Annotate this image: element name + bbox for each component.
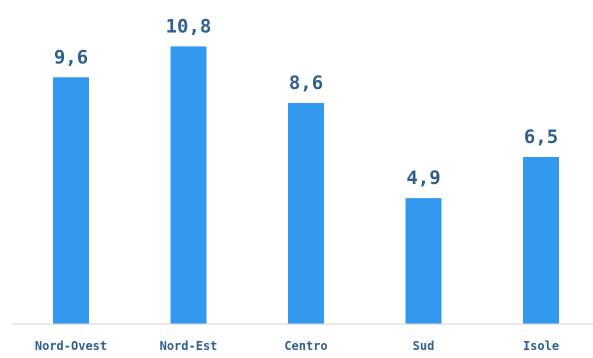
category-label: Nord-Ovest — [35, 339, 107, 353]
bars-layer — [53, 46, 559, 325]
value-label: 9,6 — [54, 46, 88, 68]
category-label: Sud — [413, 339, 435, 353]
bar-isole — [523, 157, 559, 324]
bar-nord-est — [170, 46, 207, 325]
value-label: 6,5 — [524, 126, 558, 148]
category-label: Centro — [284, 339, 327, 353]
value-labels-layer: 9,6 10,8 8,6 4,9 6,5 — [54, 15, 558, 189]
category-labels-layer: Nord-Ovest Nord-Est Centro Sud Isole — [35, 339, 559, 353]
value-label: 8,6 — [289, 72, 323, 94]
bar-sud — [405, 198, 442, 324]
category-label: Nord-Est — [160, 339, 218, 353]
value-label: 4,9 — [406, 167, 440, 189]
bar-nord-ovest — [53, 77, 89, 324]
category-label: Isole — [523, 339, 559, 353]
bar-centro — [288, 103, 324, 324]
value-label: 10,8 — [166, 15, 212, 37]
